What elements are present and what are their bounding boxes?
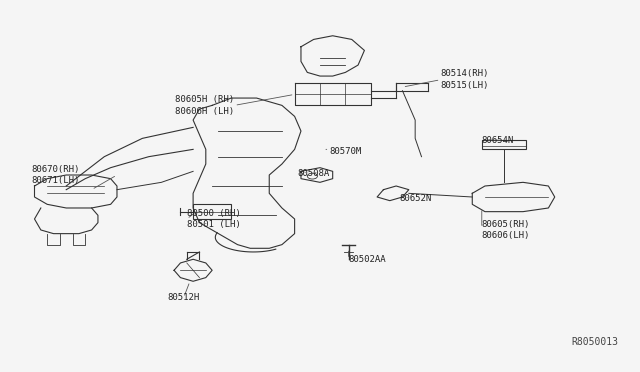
Text: 80514(RH)
80515(LH): 80514(RH) 80515(LH) [440, 69, 489, 90]
Text: 80605(RH)
80606(LH): 80605(RH) 80606(LH) [482, 219, 530, 240]
Text: 80605H (RH)
80606H (LH): 80605H (RH) 80606H (LH) [175, 95, 234, 116]
Text: 80670(RH)
80671(LH): 80670(RH) 80671(LH) [31, 164, 80, 185]
Text: 80508A: 80508A [298, 169, 330, 178]
Text: R8050013: R8050013 [571, 337, 618, 347]
Bar [193, 204, 231, 219]
Text: 80570M: 80570M [330, 147, 362, 156]
Text: 80502AA: 80502AA [349, 255, 386, 264]
Text: 80652N: 80652N [399, 194, 431, 203]
Text: 80500 (RH)
80501 (LH): 80500 (RH) 80501 (LH) [187, 209, 241, 230]
Text: 80512H: 80512H [168, 293, 200, 302]
Bar [482, 140, 526, 149]
Text: 80654N: 80654N [482, 136, 514, 145]
